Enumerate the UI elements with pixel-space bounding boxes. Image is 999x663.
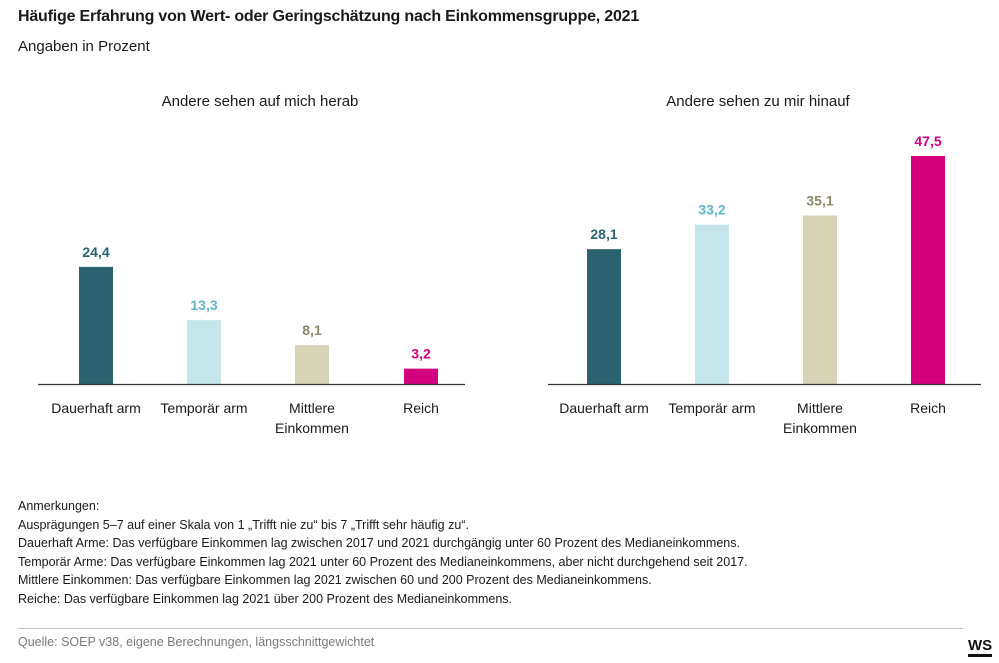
note-line: Dauerhaft Arme: Das verfügbare Einkommen…: [18, 536, 740, 550]
page-subtitle: Angaben in Prozent: [18, 38, 150, 55]
bar: [404, 368, 438, 384]
category-label: Mittlere: [289, 400, 335, 416]
data-label: 13,3: [190, 297, 217, 313]
note-line: Temporär Arme: Das verfügbare Einkommen …: [18, 554, 748, 569]
data-label: 24,4: [82, 244, 109, 260]
category-label: Reich: [403, 400, 439, 416]
category-label: Temporär arm: [668, 400, 755, 416]
notes-heading: Anmerkungen:: [18, 499, 100, 513]
note-line: Mittlere Einkommen: Das verfügbare Einko…: [18, 573, 652, 587]
source-note: Quelle: SOEP v38, eigene Berechnungen, l…: [18, 635, 375, 649]
category-label: Reich: [910, 400, 946, 416]
category-label: Einkommen: [275, 420, 349, 436]
bar: [803, 215, 837, 384]
note-line: Ausprägungen 5–7 auf einer Skala von 1 „…: [18, 517, 469, 532]
data-label: 35,1: [806, 193, 833, 209]
bar: [295, 345, 329, 384]
category-label: Mittlere: [797, 400, 843, 416]
chart-hinauf: 28,1 Dauerhaft arm 33,2 Temporär arm 35,1 Mit…: [548, 133, 981, 436]
category-label: Einkommen: [783, 420, 857, 436]
data-label: 28,1: [590, 226, 617, 242]
category-label: Temporär arm: [160, 400, 247, 416]
data-label: 47,5: [914, 133, 941, 149]
bar: [187, 320, 221, 384]
data-label: 8,1: [302, 322, 322, 338]
data-label: 3,2: [411, 346, 431, 362]
bar: [587, 249, 621, 384]
note-line: Reiche: Das verfügbare Einkommen lag 202…: [18, 591, 513, 606]
bar: [695, 224, 729, 384]
bar: [79, 266, 113, 384]
chart-herab: 24,4 Dauerhaft arm 13,3 Temporär arm 8,1 Mitt…: [38, 244, 465, 436]
data-label: 33,2: [698, 202, 725, 218]
chart-title-hinauf: Andere sehen zu mir hinauf: [666, 93, 850, 110]
category-label: Dauerhaft arm: [559, 400, 648, 416]
bar-charts: 24,4 Dauerhaft arm 13,3 Temporär arm 8,1 Mitt…: [38, 133, 981, 436]
footer-divider: [18, 628, 963, 629]
category-label: Dauerhaft arm: [51, 400, 140, 416]
page-title: Häufige Erfahrung von Wert- oder Gerings…: [18, 8, 640, 25]
chart-title-herab: Andere sehen auf mich herab: [161, 93, 359, 110]
publisher-logo: WS: [968, 638, 993, 657]
bar: [911, 156, 945, 384]
notes-block: Anmerkungen: Ausprägungen 5–7 auf einer …: [18, 497, 748, 608]
